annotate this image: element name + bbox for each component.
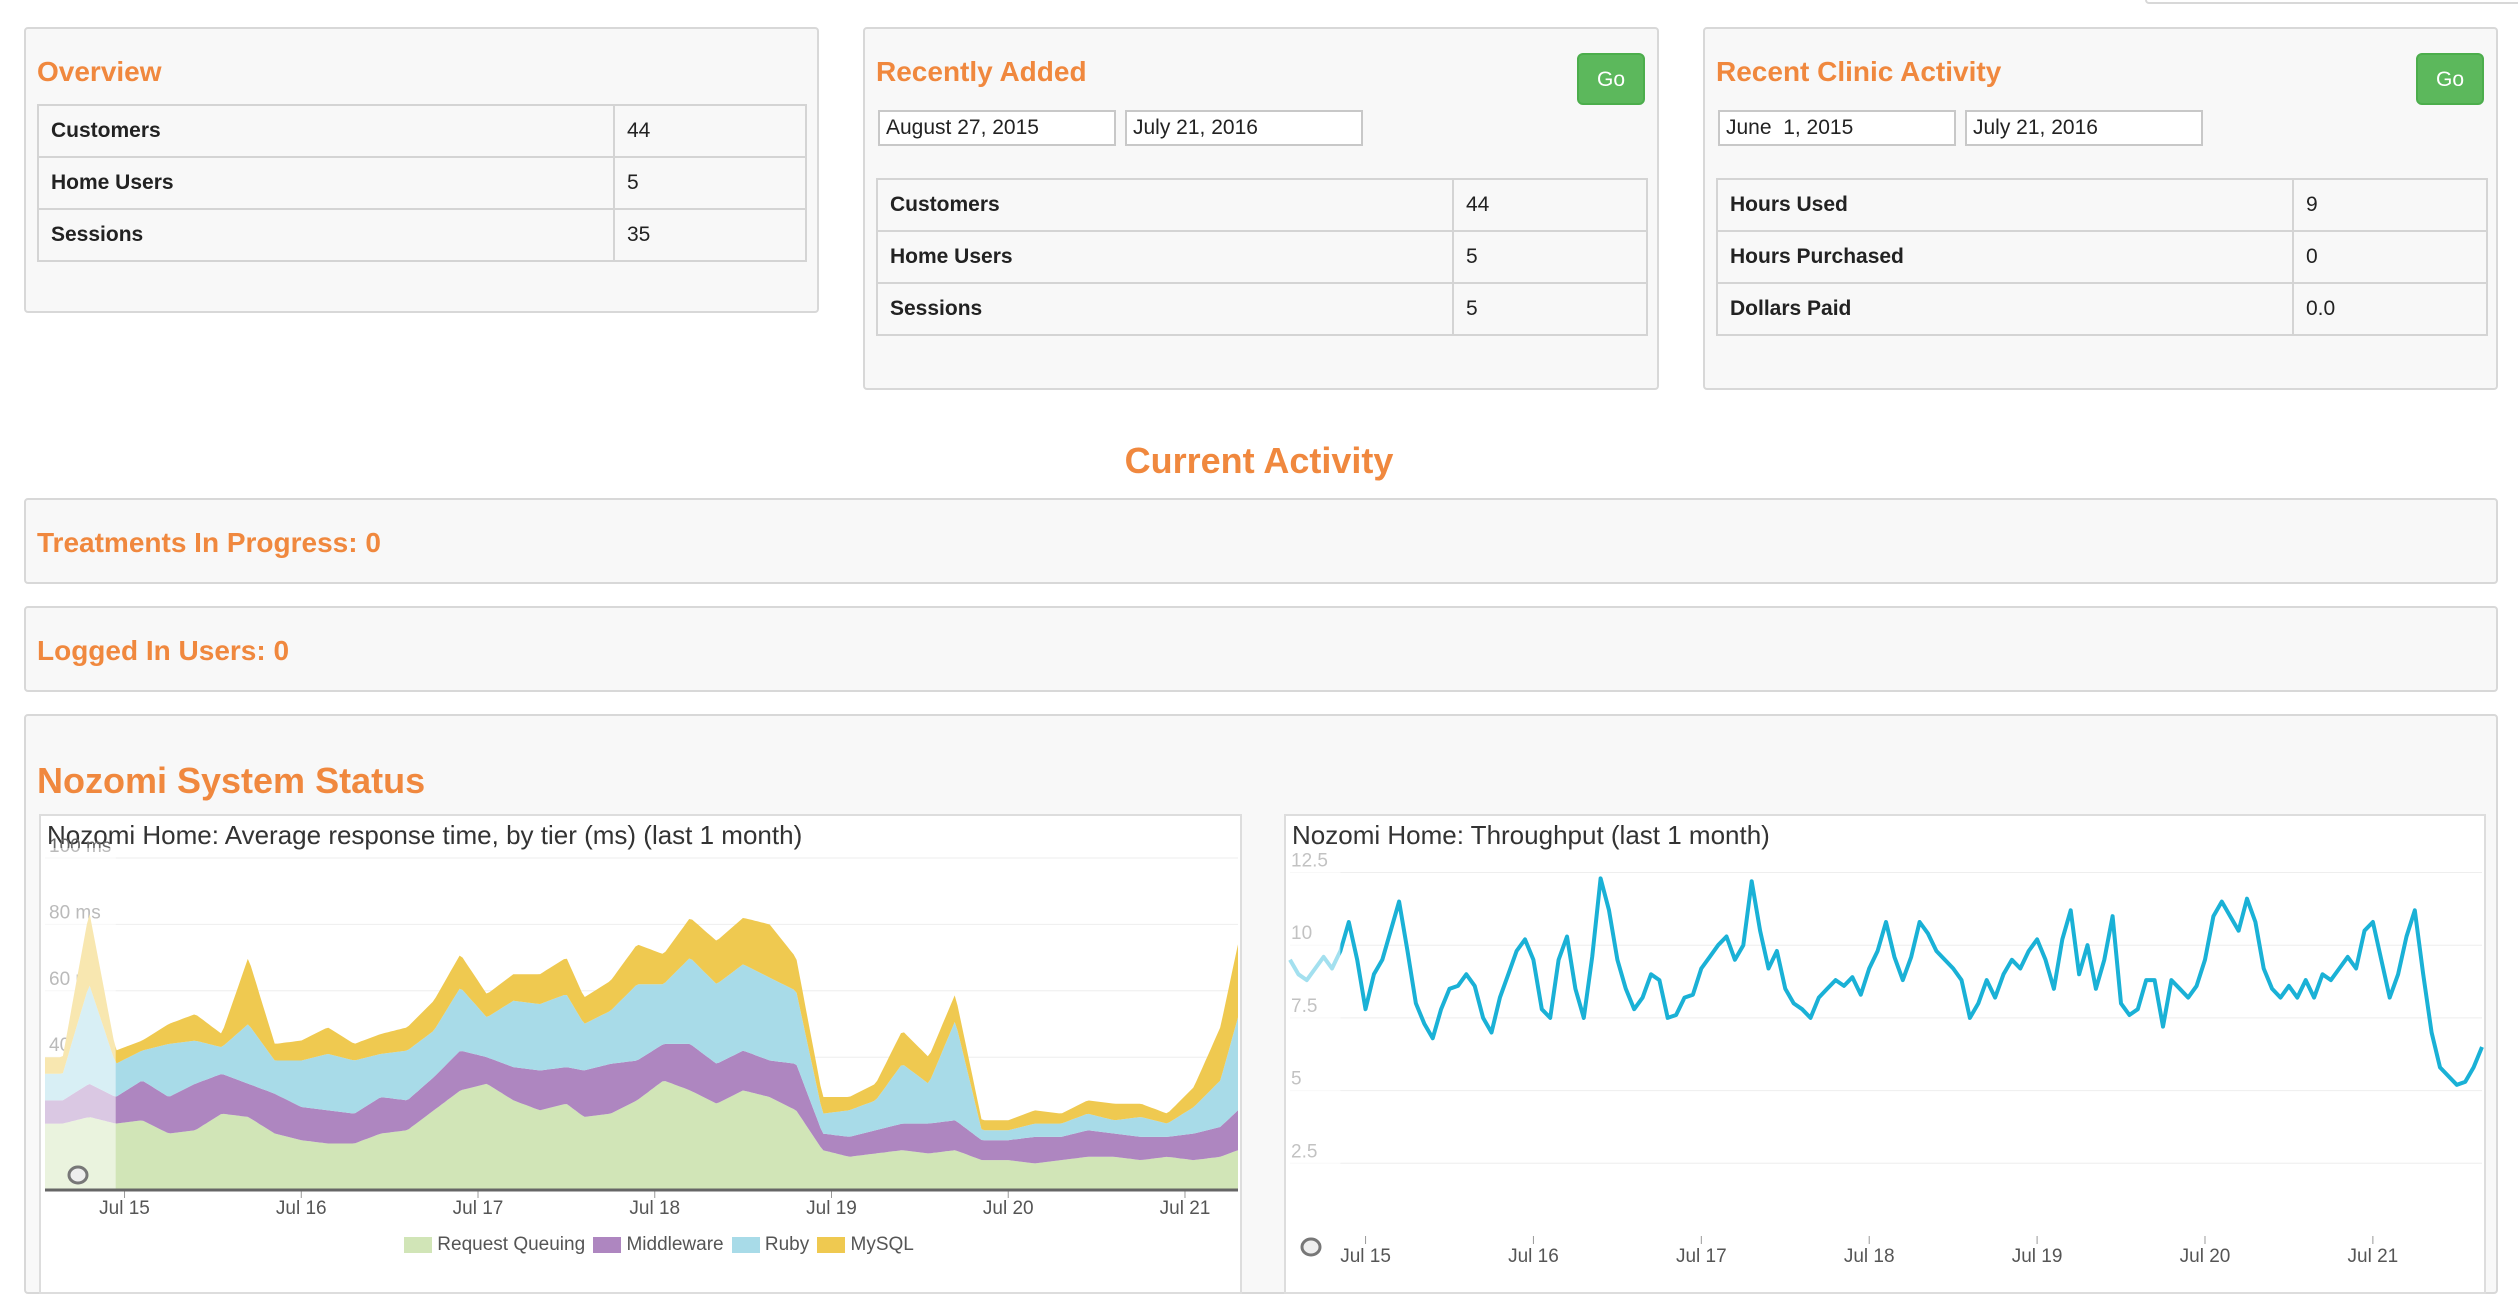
- row-label: Sessions: [37, 208, 615, 262]
- chart-title: Nozomi Home: Throughput (last 1 month): [1292, 820, 1770, 850]
- range-mask: [41, 848, 116, 1190]
- recently-added-end-date-input[interactable]: July 21, 2016: [1125, 110, 1363, 146]
- table-row: Dollars Paid 0.0: [1716, 282, 2488, 336]
- legend-item[interactable]: Middleware: [593, 1234, 724, 1256]
- throughput-chart: Nozomi Home: Throughput (last 1 month) 2…: [1284, 814, 2486, 1294]
- row-value: 5: [1452, 230, 1648, 284]
- treatments-panel: Treatments In Progress: 0: [24, 498, 2498, 584]
- legend-swatch: [817, 1236, 846, 1253]
- row-label: Home Users: [37, 156, 615, 210]
- row-label: Home Users: [876, 230, 1454, 284]
- current-activity-heading: Current Activity: [1124, 440, 1394, 481]
- x-tick-label: Jul 19: [2012, 1246, 2063, 1267]
- row-label: Hours Used: [1716, 178, 2294, 232]
- row-label: Sessions: [876, 282, 1454, 336]
- clinic-activity-title: Recent Clinic Activity: [1716, 56, 2002, 87]
- system-status-panel: Nozomi System Status Nozomi Home: Averag…: [24, 714, 2498, 1294]
- row-label: Dollars Paid: [1716, 282, 2294, 336]
- table-row: Customers 44: [876, 178, 1648, 232]
- recently-added-title: Recently Added: [876, 56, 1087, 87]
- overview-panel: Overview Customers 44 Home Users 5 Session…: [24, 27, 819, 313]
- x-tick-label: Jul 18: [629, 1198, 680, 1219]
- chart-legend: Request Queuing Middleware Ruby MySQL: [404, 1234, 914, 1256]
- recently-added-table: Customers 44 Home Users 5 Sessions 5: [876, 178, 1648, 336]
- overview-title: Overview: [37, 56, 162, 87]
- treatments-in-progress-label: Treatments In Progress: 0: [37, 527, 381, 558]
- row-label: Customers: [876, 178, 1454, 232]
- legend-swatch: [731, 1236, 760, 1253]
- legend-label: Ruby: [764, 1234, 810, 1255]
- legend-label: Request Queuing: [437, 1234, 586, 1255]
- row-value: 35: [613, 208, 807, 262]
- range-handle-icon: [67, 1165, 89, 1185]
- range-handle-ellipse: [1300, 1237, 1322, 1257]
- series-area: [45, 1081, 1238, 1190]
- table-row: Hours Used 9: [1716, 178, 2488, 232]
- table-row: Sessions 35: [37, 208, 807, 262]
- logged-in-users-panel: Logged In Users: 0: [24, 606, 2498, 692]
- x-tick-label: Jul 21: [1160, 1198, 1211, 1219]
- top-right-tab: [2145, 0, 2518, 4]
- row-value: 0: [2292, 230, 2488, 284]
- table-row: Customers 44: [37, 104, 807, 158]
- clinic-activity-end-date-input[interactable]: July 21, 2016: [1965, 110, 2203, 146]
- x-tick-label: Jul 20: [2180, 1246, 2231, 1267]
- table-row: Home Users 5: [37, 156, 807, 210]
- clinic-activity-panel: Recent Clinic Activity Go June 1, 2015 J…: [1703, 27, 2498, 390]
- row-label: Customers: [37, 104, 615, 158]
- x-tick-label: Jul 18: [1844, 1246, 1895, 1267]
- series-area: [45, 914, 1238, 1131]
- legend-label: MySQL: [850, 1234, 914, 1255]
- clinic-activity-start-date-input[interactable]: June 1, 2015: [1718, 110, 1956, 146]
- x-tick-label: Jul 19: [806, 1198, 857, 1219]
- series-area: [45, 1043, 1238, 1164]
- overview-table: Customers 44 Home Users 5 Sessions 35: [37, 104, 807, 262]
- legend-label: Middleware: [626, 1234, 724, 1255]
- x-tick-label: Jul 16: [276, 1198, 327, 1219]
- series-line: [1288, 876, 2484, 1087]
- clinic-activity-table: Hours Used 9 Hours Purchased 0 Dollars Pai…: [1716, 178, 2488, 336]
- recently-added-go-button[interactable]: Go: [1577, 53, 1645, 105]
- x-tick-label: Jul 20: [983, 1198, 1034, 1219]
- row-value: 0.0: [2292, 282, 2488, 336]
- clinic-activity-go-button[interactable]: Go: [2416, 53, 2484, 105]
- x-tick-label: Jul 15: [99, 1198, 150, 1219]
- row-value: 44: [613, 104, 807, 158]
- x-tick-label: Jul 16: [1508, 1246, 1559, 1267]
- recently-added-start-date-input[interactable]: August 27, 2015: [878, 110, 1116, 146]
- row-label: Hours Purchased: [1716, 230, 2294, 284]
- x-tick-label: Jul 17: [1676, 1246, 1727, 1267]
- system-status-heading: Nozomi System Status: [37, 760, 426, 801]
- response-time-chart: Nozomi Home: Average response time, by t…: [39, 814, 1242, 1294]
- table-row: Sessions 5: [876, 282, 1648, 336]
- row-value: 5: [1452, 282, 1648, 336]
- logged-in-users-label: Logged In Users: 0: [37, 635, 290, 666]
- row-value: 44: [1452, 178, 1648, 232]
- table-row: Hours Purchased 0: [1716, 230, 2488, 284]
- series-area: [45, 958, 1238, 1141]
- x-tick-label: Jul 15: [1340, 1246, 1391, 1267]
- table-row: Home Users 5: [876, 230, 1648, 284]
- legend-item[interactable]: Ruby: [731, 1234, 810, 1256]
- legend-item[interactable]: Request Queuing: [404, 1234, 585, 1256]
- range-handle-ellipse: [67, 1165, 89, 1185]
- row-value: 9: [2292, 178, 2488, 232]
- x-tick-label: Jul 17: [453, 1198, 504, 1219]
- range-handle-icon: [1300, 1237, 1322, 1257]
- legend-item[interactable]: MySQL: [817, 1234, 914, 1256]
- x-tick-label: Jul 21: [2348, 1246, 2399, 1267]
- recently-added-panel: Recently Added Go August 27, 2015 July 2…: [863, 27, 1659, 390]
- legend-swatch: [593, 1236, 622, 1253]
- chart-title: Nozomi Home: Average response time, by t…: [47, 820, 803, 850]
- range-mask: [1286, 848, 1341, 1246]
- row-value: 5: [613, 156, 807, 210]
- legend-swatch: [404, 1236, 432, 1253]
